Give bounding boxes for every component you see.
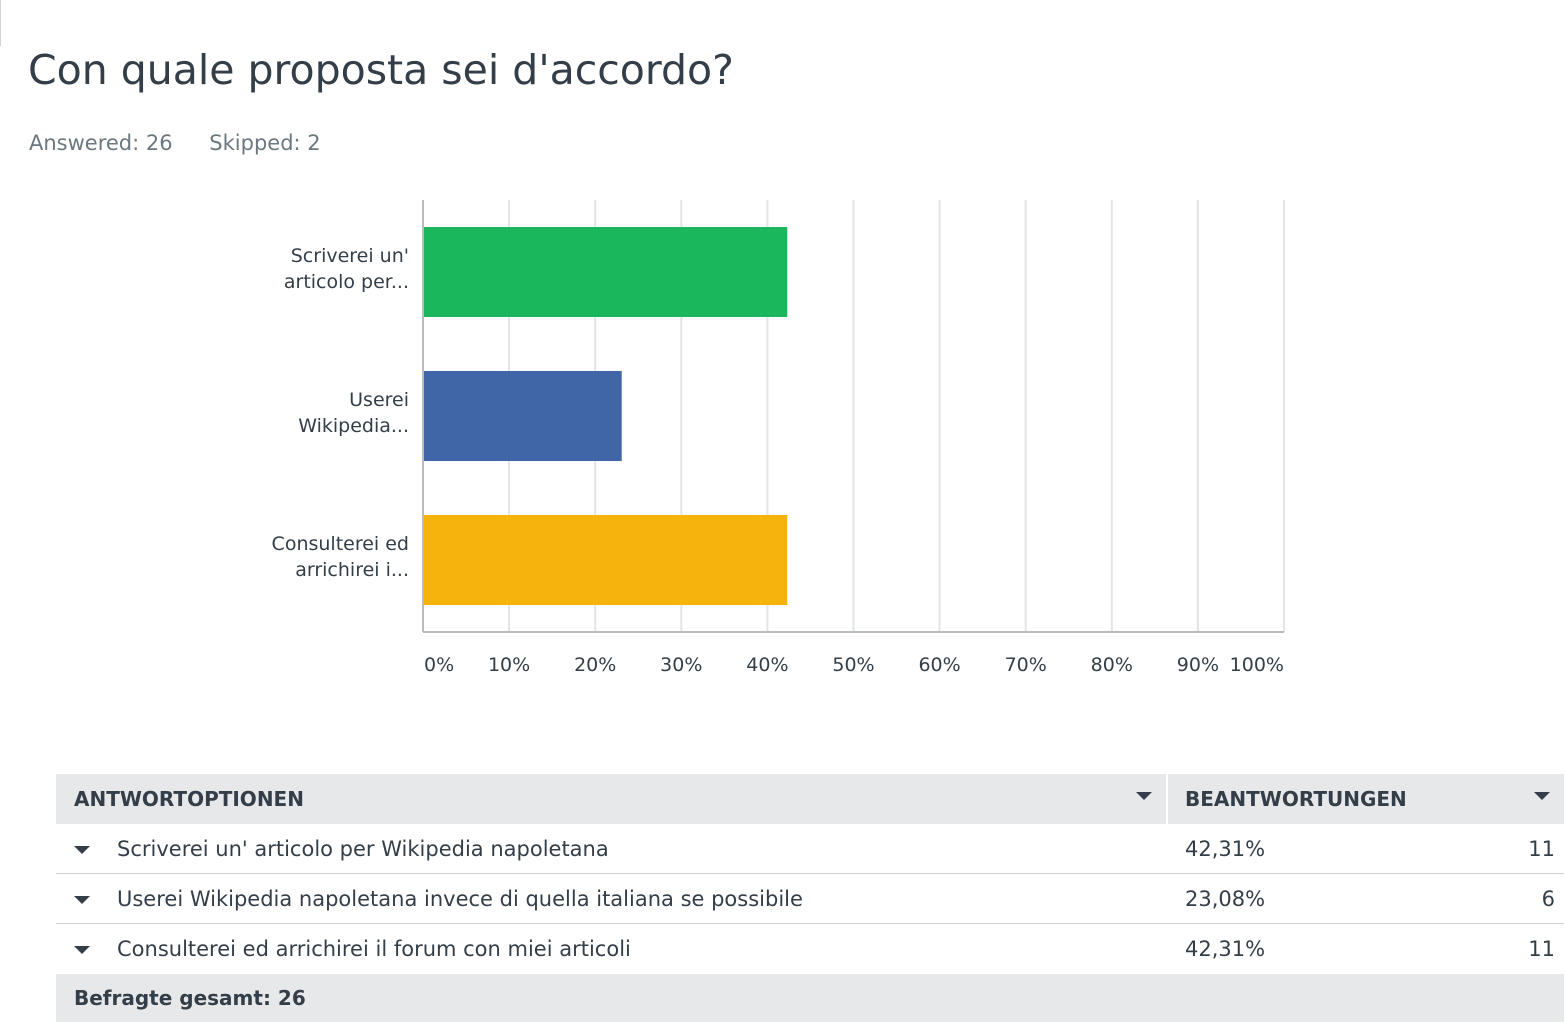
x-tick-label: 10% [488, 654, 530, 676]
x-tick-label: 90% [1177, 654, 1219, 676]
edge-line [0, 0, 1, 46]
row-percent: 42,31% [1185, 937, 1266, 961]
row-percent: 42,31% [1185, 836, 1266, 861]
row-count: 6 [1541, 886, 1555, 911]
category-label: Scriverei un' [291, 245, 409, 267]
bar[interactable] [424, 371, 622, 461]
header-responses[interactable]: BEANTWORTUNGEN [1168, 774, 1564, 824]
row-percent: 23,08% [1185, 886, 1266, 911]
page-title: Con quale proposta sei d'accordo? [28, 46, 734, 94]
table-row: Userei Wikipedia napoletana invece di qu… [56, 874, 1564, 924]
row-label: Userei Wikipedia napoletana invece di qu… [117, 886, 803, 911]
expand-caret-icon[interactable] [74, 895, 90, 904]
sort-caret-icon[interactable] [1136, 792, 1152, 800]
expand-caret-icon[interactable] [74, 845, 90, 854]
bar-chart: 0% 10% 20% 30% 40% 50% 60% 70% 80% 90% 100% Scriver… [272, 200, 1285, 676]
table-header: ANTWORTOPTIONEN BEANTWORTUNGEN [56, 774, 1564, 824]
x-tick-label: 70% [1005, 654, 1047, 676]
category-label: Wikipedia... [298, 415, 409, 437]
table-row: Scriverei un' articolo per Wikipedia nap… [56, 824, 1564, 874]
header-answer-options[interactable]: ANTWORTOPTIONEN [56, 774, 1166, 824]
category-label: Consulterei ed [272, 533, 409, 555]
x-tick-label: 0% [424, 654, 454, 676]
x-tick-label: 80% [1091, 654, 1133, 676]
results-table: ANTWORTOPTIONEN BEANTWORTUNGEN Scriverei… [56, 774, 1564, 1022]
table-row: Consulterei ed arrichirei il forum con m… [56, 924, 1564, 974]
x-tick-label: 50% [832, 654, 874, 676]
x-tick-label: 60% [918, 654, 960, 676]
category-label: articolo per... [284, 271, 409, 293]
category-label: Userei [349, 389, 409, 411]
bar[interactable] [424, 227, 788, 317]
sort-caret-icon[interactable] [1534, 792, 1550, 800]
category-label: arrichirei i... [295, 559, 409, 581]
row-count: 11 [1528, 836, 1555, 861]
response-stats: Answered: 26 Skipped: 2 [29, 131, 351, 155]
header-answer-options-label: ANTWORTOPTIONEN [74, 787, 304, 811]
expand-caret-icon[interactable] [74, 946, 90, 954]
row-label: Consulterei ed arrichirei il forum con m… [117, 937, 631, 961]
row-label: Scriverei un' articolo per Wikipedia nap… [117, 836, 609, 861]
x-tick-label: 30% [660, 654, 702, 676]
x-tick-label: 100% [1230, 654, 1284, 676]
header-responses-label: BEANTWORTUNGEN [1185, 787, 1407, 811]
table-footer-total: Befragte gesamt: 26 [56, 974, 1564, 1022]
answered-count: Answered: 26 [29, 131, 173, 155]
bar[interactable] [424, 515, 788, 605]
x-tick-label: 40% [746, 654, 788, 676]
x-tick-label: 20% [574, 654, 616, 676]
row-count: 11 [1528, 937, 1555, 961]
skipped-count: Skipped: 2 [209, 131, 321, 155]
